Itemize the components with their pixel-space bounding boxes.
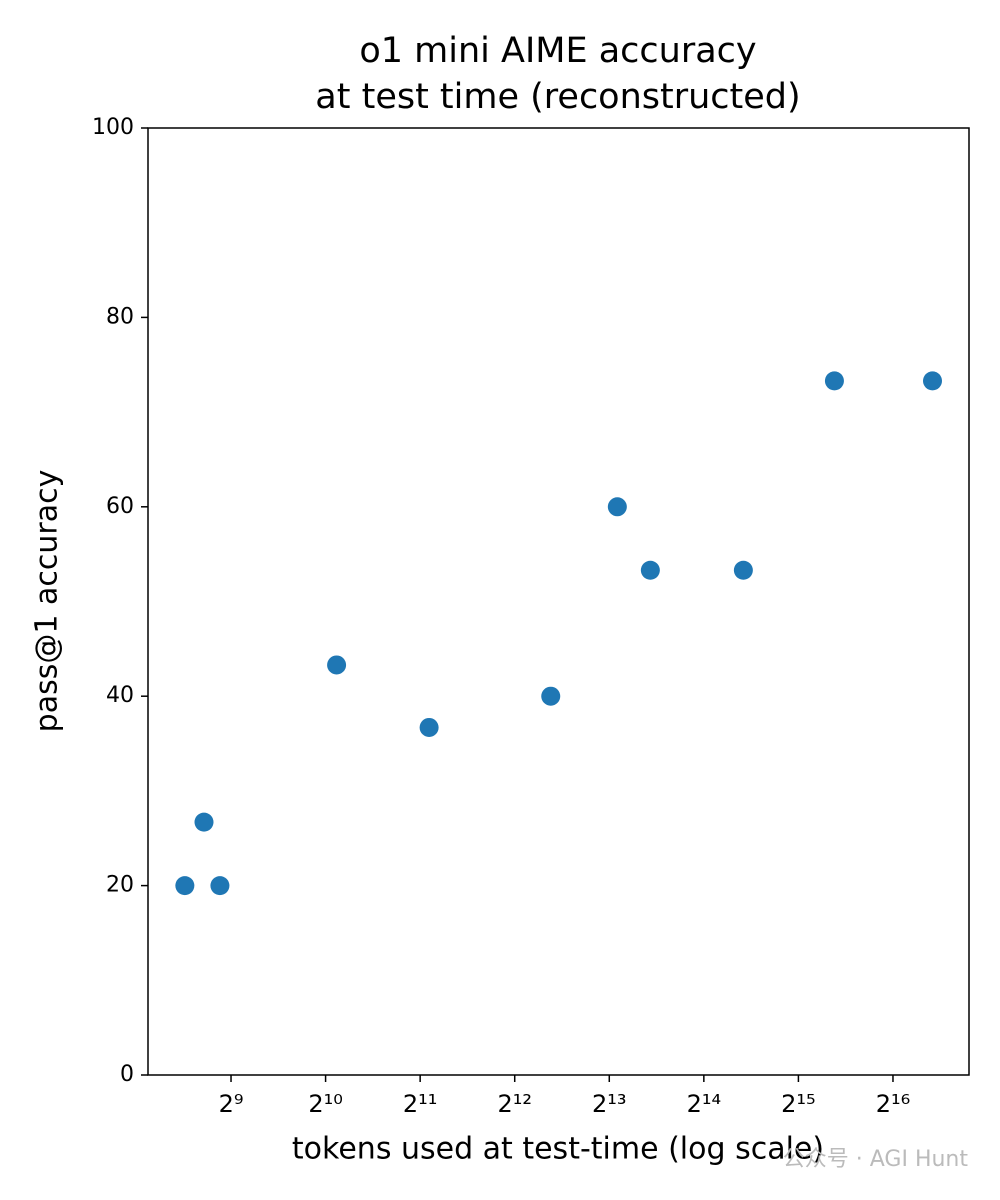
point (640, 560, 660, 580)
y-tick-label: 80 (106, 304, 134, 329)
point (419, 717, 439, 737)
point (194, 812, 214, 832)
point (175, 876, 195, 896)
chart-title: o1 mini AIME accuracy (359, 31, 756, 71)
x-tick-label: 2¹⁴ (687, 1090, 722, 1118)
x-axis-label: tokens used at test-time (log scale) (292, 1132, 824, 1167)
y-tick-label: 40 (106, 683, 134, 708)
chart-title: at test time (reconstructed) (315, 77, 800, 117)
y-tick-label: 20 (106, 873, 134, 898)
point (541, 686, 561, 706)
point (210, 876, 230, 896)
x-tick-label: 2¹³ (592, 1090, 627, 1118)
y-tick-label: 0 (120, 1062, 134, 1087)
x-tick-label: 2¹² (497, 1090, 532, 1118)
point (922, 371, 942, 391)
x-tick-label: 2¹⁰ (308, 1090, 343, 1118)
y-axis-label: pass@1 accuracy (30, 470, 65, 733)
point (327, 655, 347, 675)
x-tick-label: 2¹¹ (403, 1090, 438, 1118)
point (607, 497, 627, 517)
point (824, 371, 844, 391)
watermark: 公众号 · AGI Hunt (783, 1147, 969, 1172)
x-tick-label: 2¹⁶ (876, 1090, 911, 1118)
plot-frame (147, 127, 970, 1076)
y-tick-label: 100 (92, 115, 134, 140)
point (733, 560, 753, 580)
x-tick-label: 2¹⁵ (781, 1090, 816, 1118)
x-tick-label: 2⁹ (219, 1090, 244, 1118)
y-tick-label: 60 (106, 494, 134, 519)
